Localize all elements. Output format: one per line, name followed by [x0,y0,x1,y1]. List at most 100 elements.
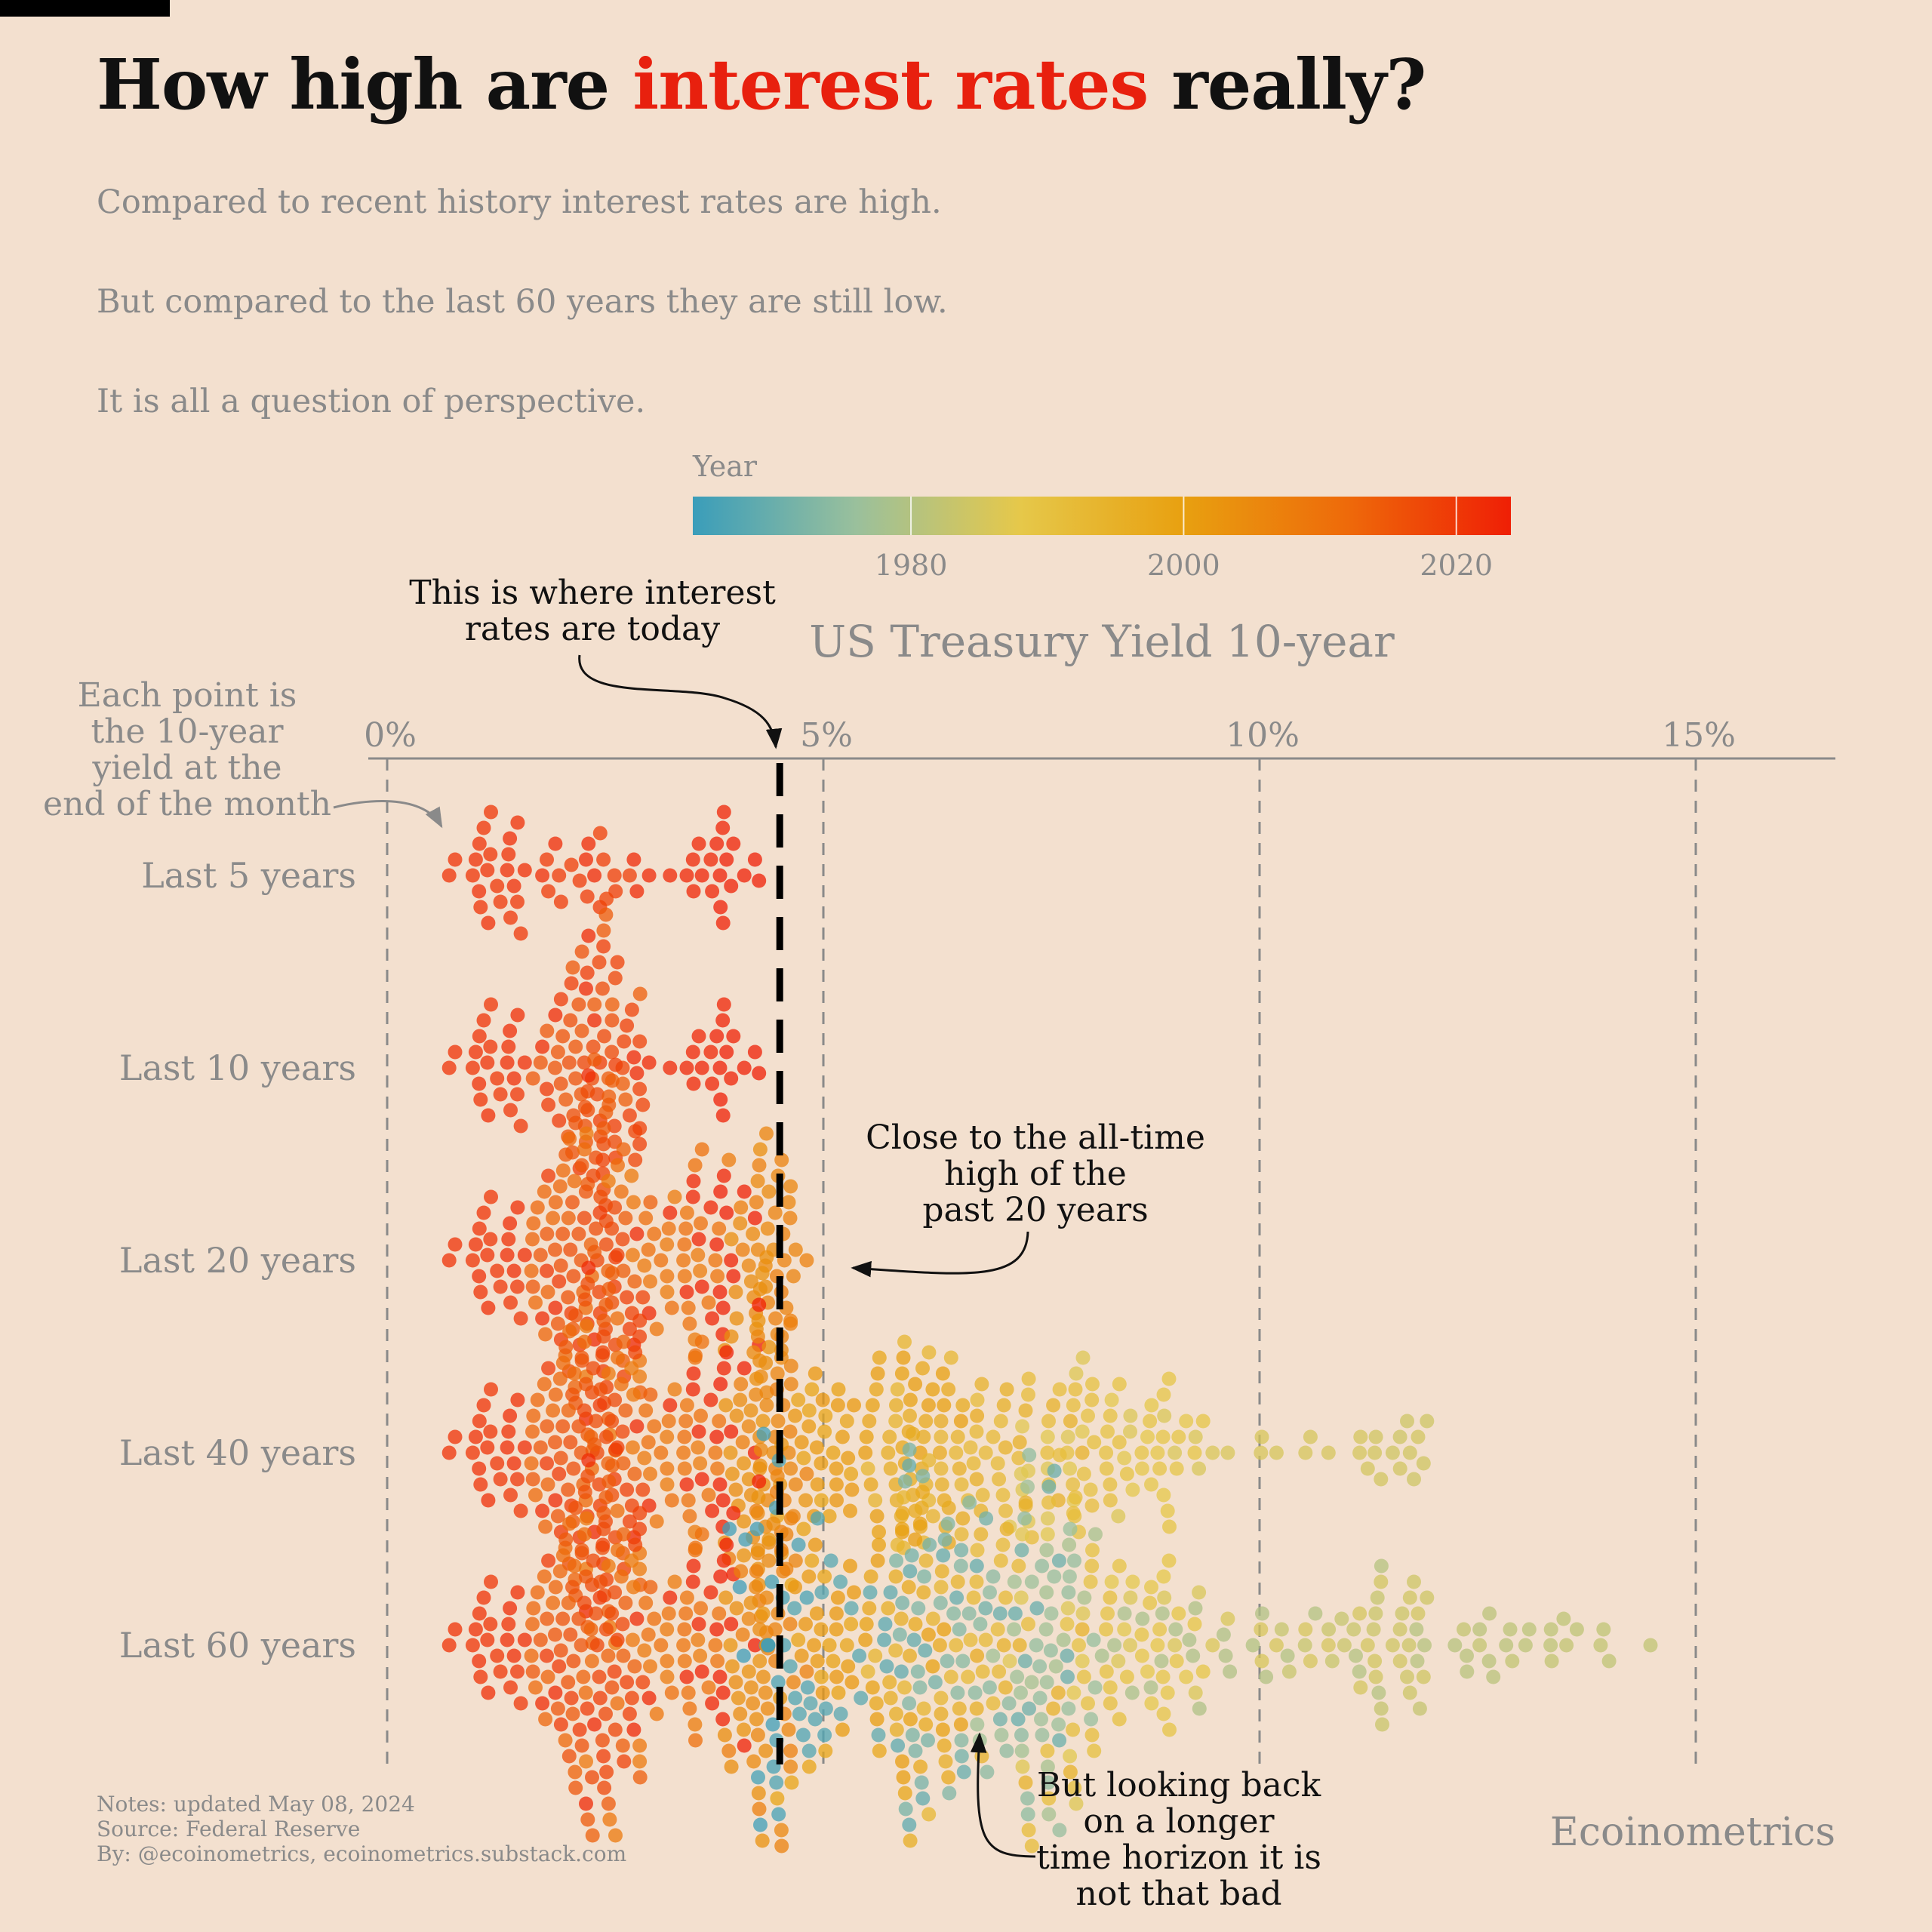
data-point [788,1553,803,1568]
data-point [952,1461,967,1476]
data-point [814,1622,829,1637]
data-point [774,1823,789,1838]
data-point [993,1553,1008,1568]
data-point [787,1601,802,1616]
data-point [715,820,731,835]
data-point [877,1632,892,1647]
data-point [741,1664,756,1679]
data-point [626,852,641,867]
data-point [1067,1553,1081,1568]
x-axis-title: US Treasury Yield 10-year [809,616,1395,667]
data-point [1349,1648,1363,1663]
data-point [581,928,596,943]
data-point [895,1754,909,1769]
data-point [571,1226,586,1241]
annotation-longer-horizon: But looking back on a longer time horizo… [970,1732,1321,1913]
data-point [1472,1638,1487,1653]
data-point [1601,1654,1617,1669]
data-point [1021,1617,1035,1632]
data-point [660,1654,675,1669]
data-point [724,1424,739,1439]
data-point [1161,1371,1177,1386]
data-point [608,1057,623,1072]
data-point [1171,1429,1186,1444]
data-point [728,1675,743,1690]
data-point [1395,1606,1410,1621]
data-point [978,1445,993,1460]
data-point [1046,1701,1061,1716]
data-point [584,1654,599,1669]
data-point [888,1414,903,1429]
data-point [614,1377,629,1392]
data-point [723,1445,738,1460]
data-point [1001,1696,1017,1711]
data-point [577,1211,592,1226]
x-axis: 0% 5% 10% 15% [364,716,1835,1764]
data-point [978,1601,993,1616]
data-point [1367,1445,1383,1460]
data-point [1015,1759,1030,1774]
data-point [890,1537,905,1552]
data-point [632,1770,648,1785]
data-point [1104,1392,1119,1407]
data-point [970,1543,985,1558]
data-point [1040,1743,1055,1758]
data-point [986,1569,1001,1584]
data-point [1353,1680,1368,1695]
data-point [718,1590,734,1605]
data-point [783,1424,798,1439]
data-point [676,1253,691,1268]
data-point [448,1237,463,1252]
data-point [608,1442,623,1457]
data-point [970,1392,985,1407]
data-point [983,1585,997,1600]
data-point [798,1617,813,1632]
data-point [500,1247,515,1263]
data-point [756,1669,771,1684]
data-point [626,1050,641,1065]
data-point [726,1029,741,1044]
data-point [1034,1712,1048,1727]
data-point [1117,1622,1132,1637]
data-point [552,1371,568,1386]
data-point [1014,1685,1028,1700]
data-point [752,1622,768,1637]
data-point [743,1595,758,1611]
data-point [465,1445,480,1460]
data-point [688,1543,703,1558]
data-point [918,1717,934,1732]
data-point [897,1786,912,1801]
data-point [552,1564,568,1579]
data-point [903,1408,917,1423]
data-point [894,1366,909,1381]
data-point [553,1258,568,1273]
data-point [783,1179,798,1194]
data-point [552,868,567,883]
data-point [1015,1527,1030,1542]
data-point [753,1817,768,1832]
data-point [807,1638,822,1653]
data-point [1040,1511,1055,1526]
data-point [1274,1622,1289,1637]
data-point [637,1258,652,1273]
data-point [746,1345,761,1360]
data-point [1052,1447,1067,1463]
data-point [961,1669,976,1684]
data-point [643,1466,657,1481]
data-point [618,1403,633,1418]
data-point [1417,1638,1432,1653]
data-point [632,1738,648,1753]
data-point [1156,1569,1171,1584]
data-point [751,1786,766,1801]
data-point [862,1414,877,1429]
data-point [1086,1632,1101,1647]
data-point [896,1770,911,1785]
data-point [1119,1466,1134,1481]
data-point [771,1807,786,1822]
data-point [724,1253,739,1268]
data-point [1134,1627,1149,1642]
data-point [869,1382,884,1397]
data-point [548,1060,562,1075]
data-point [503,1295,518,1310]
data-point [713,1092,728,1107]
